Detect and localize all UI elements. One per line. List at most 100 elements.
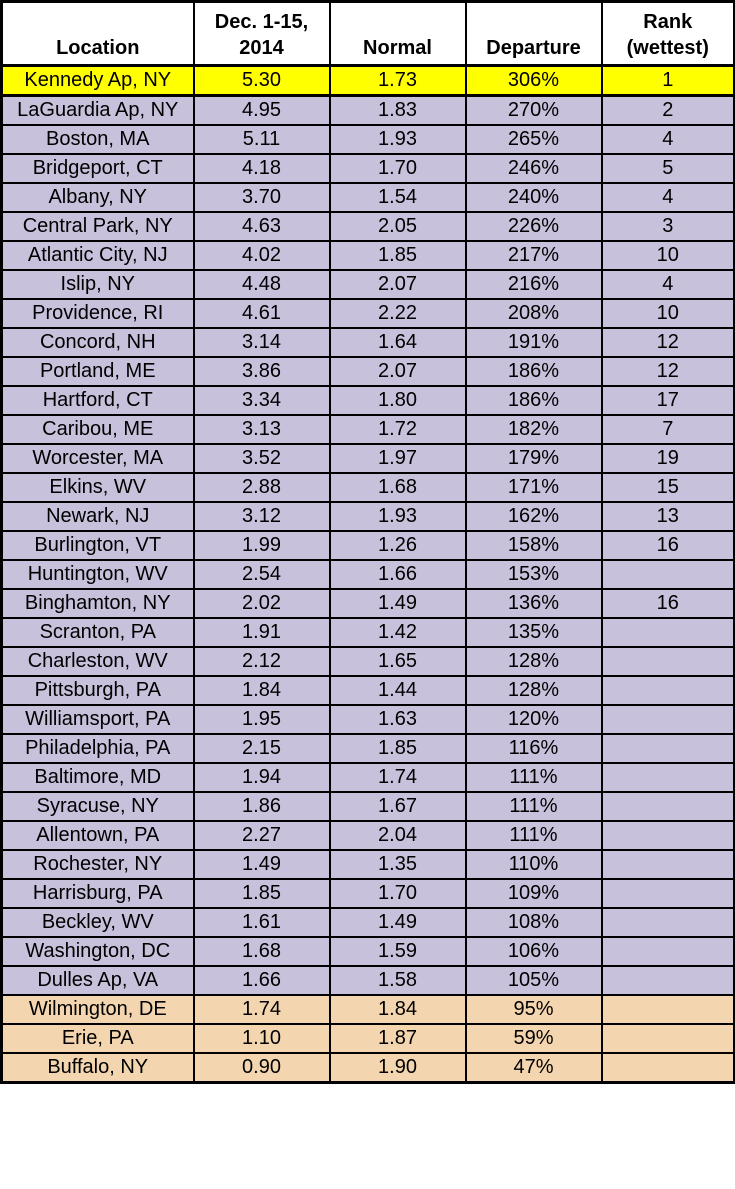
cell-departure: 208% [464, 298, 603, 329]
table-row: Islip, NY 4.48 2.07 216% 4 [0, 269, 735, 300]
cell-location: Bridgeport, CT [0, 153, 195, 184]
cell-normal: 1.58 [328, 965, 467, 996]
cell-departure: 110% [464, 849, 603, 880]
cell-departure: 179% [464, 443, 603, 474]
cell-rank [600, 936, 735, 967]
table-row: Washington, DC 1.68 1.59 106% [0, 936, 735, 967]
cell-departure: 109% [464, 878, 603, 909]
cell-rank [600, 965, 735, 996]
cell-normal: 1.67 [328, 791, 467, 822]
cell-dec-1-15-2014: 2.27 [192, 820, 331, 851]
cell-location: Portland, ME [0, 356, 195, 387]
cell-rank: 19 [600, 443, 735, 474]
cell-location: Scranton, PA [0, 617, 195, 648]
table-row: Kennedy Ap, NY 5.30 1.73 306% 1 [0, 64, 735, 97]
cell-rank: 7 [600, 414, 735, 445]
cell-location: Rochester, NY [0, 849, 195, 880]
cell-location: Elkins, WV [0, 472, 195, 503]
cell-dec-1-15-2014: 2.54 [192, 559, 331, 590]
cell-departure: 270% [464, 94, 603, 126]
cell-normal: 1.54 [328, 182, 467, 213]
cell-normal: 1.84 [328, 994, 467, 1025]
cell-rank [600, 1023, 735, 1054]
cell-departure: 59% [464, 1023, 603, 1054]
cell-location: Kennedy Ap, NY [0, 64, 195, 97]
cell-normal: 1.80 [328, 385, 467, 416]
cell-dec-1-15-2014: 4.61 [192, 298, 331, 329]
column-header-departure: Departure [464, 0, 603, 67]
cell-dec-1-15-2014: 5.11 [192, 124, 331, 155]
cell-normal: 1.85 [328, 733, 467, 764]
cell-normal: 1.44 [328, 675, 467, 706]
cell-dec-1-15-2014: 1.84 [192, 675, 331, 706]
cell-location: Newark, NJ [0, 501, 195, 532]
cell-location: Huntington, WV [0, 559, 195, 590]
column-header-dec-1-15: Dec. 1-15, 2014 [192, 0, 331, 67]
cell-rank [600, 791, 735, 822]
cell-normal: 1.66 [328, 559, 467, 590]
cell-dec-1-15-2014: 5.30 [192, 64, 331, 97]
cell-dec-1-15-2014: 3.13 [192, 414, 331, 445]
cell-normal: 1.65 [328, 646, 467, 677]
cell-dec-1-15-2014: 3.14 [192, 327, 331, 358]
cell-normal: 2.04 [328, 820, 467, 851]
cell-dec-1-15-2014: 4.48 [192, 269, 331, 300]
cell-rank: 10 [600, 240, 735, 271]
cell-rank: 16 [600, 530, 735, 561]
cell-normal: 1.64 [328, 327, 467, 358]
cell-dec-1-15-2014: 3.70 [192, 182, 331, 213]
column-header-location: Location [0, 0, 195, 67]
cell-rank [600, 617, 735, 648]
cell-location: Syracuse, NY [0, 791, 195, 822]
cell-departure: 120% [464, 704, 603, 735]
cell-normal: 1.42 [328, 617, 467, 648]
cell-location: Washington, DC [0, 936, 195, 967]
cell-departure: 136% [464, 588, 603, 619]
cell-departure: 186% [464, 356, 603, 387]
cell-location: LaGuardia Ap, NY [0, 94, 195, 126]
cell-departure: 240% [464, 182, 603, 213]
table-row: Albany, NY 3.70 1.54 240% 4 [0, 182, 735, 213]
cell-normal: 1.35 [328, 849, 467, 880]
table-row: Caribou, ME 3.13 1.72 182% 7 [0, 414, 735, 445]
table-row: Huntington, WV 2.54 1.66 153% [0, 559, 735, 590]
cell-normal: 1.85 [328, 240, 467, 271]
cell-normal: 1.68 [328, 472, 467, 503]
table-row: Philadelphia, PA 2.15 1.85 116% [0, 733, 735, 764]
cell-location: Boston, MA [0, 124, 195, 155]
cell-rank [600, 733, 735, 764]
cell-rank: 17 [600, 385, 735, 416]
cell-dec-1-15-2014: 1.74 [192, 994, 331, 1025]
cell-location: Beckley, WV [0, 907, 195, 938]
cell-departure: 306% [464, 64, 603, 97]
cell-dec-1-15-2014: 4.18 [192, 153, 331, 184]
cell-rank [600, 994, 735, 1025]
table-row: Buffalo, NY 0.90 1.90 47% [0, 1052, 735, 1084]
cell-normal: 2.22 [328, 298, 467, 329]
table-body: Kennedy Ap, NY 5.30 1.73 306% 1 LaGuardia Ap,… [0, 64, 735, 1084]
cell-departure: 153% [464, 559, 603, 590]
table-row: Harrisburg, PA 1.85 1.70 109% [0, 878, 735, 909]
cell-dec-1-15-2014: 1.94 [192, 762, 331, 793]
cell-dec-1-15-2014: 2.12 [192, 646, 331, 677]
cell-rank [600, 704, 735, 735]
cell-location: Concord, NH [0, 327, 195, 358]
table-row: Syracuse, NY 1.86 1.67 111% [0, 791, 735, 822]
table-row: Hartford, CT 3.34 1.80 186% 17 [0, 385, 735, 416]
cell-rank [600, 907, 735, 938]
cell-location: Atlantic City, NJ [0, 240, 195, 271]
cell-rank: 15 [600, 472, 735, 503]
cell-rank [600, 849, 735, 880]
cell-dec-1-15-2014: 3.86 [192, 356, 331, 387]
cell-rank: 10 [600, 298, 735, 329]
cell-location: Philadelphia, PA [0, 733, 195, 764]
cell-dec-1-15-2014: 4.63 [192, 211, 331, 242]
table-row: Wilmington, DE 1.74 1.84 95% [0, 994, 735, 1025]
cell-location: Williamsport, PA [0, 704, 195, 735]
cell-dec-1-15-2014: 3.34 [192, 385, 331, 416]
cell-location: Allentown, PA [0, 820, 195, 851]
cell-rank: 5 [600, 153, 735, 184]
cell-dec-1-15-2014: 0.90 [192, 1052, 331, 1084]
cell-dec-1-15-2014: 1.95 [192, 704, 331, 735]
